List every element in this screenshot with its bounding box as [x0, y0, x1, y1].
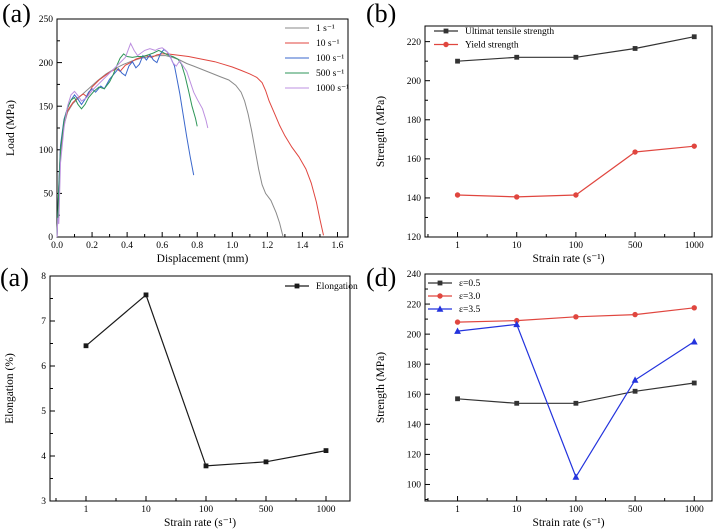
svg-text:Strain rate (s⁻¹): Strain rate (s⁻¹) [164, 517, 236, 529]
svg-text:1.2: 1.2 [261, 241, 273, 251]
svg-text:500: 500 [259, 505, 274, 515]
svg-text:50: 50 [44, 190, 54, 200]
svg-text:160: 160 [407, 390, 422, 400]
load-displacement-chart: 0.0 0.2 0.4 0.6 0.8 1.0 1.2 1.4 1.6 0 50 100 150 200 2… [5, 15, 349, 265]
svg-text:1: 1 [455, 505, 460, 515]
svg-text:150: 150 [39, 102, 54, 112]
svg-text:Strain rate (s⁻¹): Strain rate (s⁻¹) [532, 517, 604, 529]
svg-text:200: 200 [407, 77, 422, 87]
svg-text:7: 7 [41, 317, 46, 327]
svg-text:ε=0.5: ε=0.5 [459, 279, 480, 289]
svg-text:0.4: 0.4 [121, 241, 133, 251]
strength-strain-levels-chart: 1 10 100 500 1000 100 120 140 160 180 200 220 240 Str… [375, 270, 713, 529]
svg-text:0.6: 0.6 [156, 241, 168, 251]
svg-text:1.6: 1.6 [332, 241, 344, 251]
svg-text:1 s⁻¹: 1 s⁻¹ [316, 24, 335, 34]
svg-text:140: 140 [407, 421, 422, 431]
svg-text:Load (MPa): Load (MPa) [5, 100, 17, 156]
svg-text:180: 180 [407, 116, 422, 126]
svg-text:Elongation (%): Elongation (%) [4, 353, 16, 424]
svg-text:1000 s⁻¹: 1000 s⁻¹ [316, 84, 349, 94]
svg-text:0: 0 [48, 233, 53, 243]
svg-text:1: 1 [455, 241, 460, 251]
svg-text:200: 200 [39, 59, 54, 69]
panel-letter-a-bottom: (a) [0, 263, 29, 292]
svg-text:1.0: 1.0 [226, 241, 238, 251]
strength-strain-rate-chart: 1 10 100 500 1000 120 140 160 180 200 220 Strain ra… [375, 25, 713, 265]
panel-strength-strain-rate: 1 10 100 500 1000 120 140 160 180 200 220 Strain ra… [364, 0, 728, 266]
svg-text:100: 100 [569, 505, 584, 515]
svg-text:0.2: 0.2 [86, 241, 98, 251]
svg-text:ε=3.0: ε=3.0 [459, 292, 480, 302]
svg-text:180: 180 [407, 360, 422, 370]
svg-text:120: 120 [407, 451, 422, 461]
svg-text:140: 140 [407, 194, 422, 204]
svg-text:1000: 1000 [685, 241, 704, 251]
panel-letter-b: (b) [366, 0, 397, 28]
svg-text:0.8: 0.8 [191, 241, 203, 251]
svg-text:160: 160 [407, 155, 422, 165]
svg-text:Elongation: Elongation [316, 282, 358, 292]
svg-text:100: 100 [407, 481, 422, 491]
svg-text:1: 1 [84, 505, 89, 515]
svg-text:0.0: 0.0 [51, 241, 63, 251]
svg-text:220: 220 [407, 300, 422, 310]
svg-text:1000: 1000 [685, 505, 704, 515]
svg-text:500: 500 [628, 505, 643, 515]
svg-text:6: 6 [41, 362, 46, 372]
svg-text:ε=3.5: ε=3.5 [459, 305, 480, 315]
svg-text:100 s⁻¹: 100 s⁻¹ [316, 54, 344, 64]
svg-text:10 s⁻¹: 10 s⁻¹ [316, 39, 340, 49]
svg-text:Strength (MPa): Strength (MPa) [375, 352, 387, 423]
svg-text:Strength (MPa): Strength (MPa) [375, 96, 387, 167]
svg-text:100: 100 [199, 505, 214, 515]
svg-text:5: 5 [41, 407, 46, 417]
panel-load-displacement: 0.0 0.2 0.4 0.6 0.8 1.0 1.2 1.4 1.6 0 50 100 150 200 2… [0, 0, 364, 266]
svg-text:250: 250 [39, 15, 54, 25]
svg-text:100: 100 [569, 241, 584, 251]
svg-text:100: 100 [39, 146, 54, 156]
svg-text:500 s⁻¹: 500 s⁻¹ [316, 69, 344, 79]
svg-text:3: 3 [41, 497, 46, 507]
panel-letter-a-top: (a) [2, 0, 31, 28]
svg-text:220: 220 [407, 38, 422, 48]
svg-text:10: 10 [141, 505, 151, 515]
svg-text:4: 4 [41, 452, 46, 462]
svg-text:Ultimat tensile strength: Ultimat tensile strength [465, 27, 554, 37]
svg-text:1.4: 1.4 [296, 241, 308, 251]
panel-strength-strain-levels: 1 10 100 500 1000 100 120 140 160 180 200 220 240 Str… [364, 266, 728, 531]
panel-letter-d: (d) [366, 263, 397, 292]
svg-text:500: 500 [628, 241, 643, 251]
elongation-strain-rate-chart: 1 10 100 500 1000 3 4 5 6 7 8 Strain rate (s⁻¹) Elon… [4, 272, 358, 529]
svg-text:200: 200 [407, 330, 422, 340]
svg-text:120: 120 [407, 233, 422, 243]
svg-text:8: 8 [41, 272, 46, 282]
svg-text:10: 10 [512, 505, 522, 515]
svg-text:Displacement (mm): Displacement (mm) [157, 253, 249, 265]
svg-text:Yield strength: Yield strength [465, 41, 519, 51]
svg-text:240: 240 [407, 270, 422, 280]
svg-text:10: 10 [512, 241, 522, 251]
panel-elongation-strain-rate: 1 10 100 500 1000 3 4 5 6 7 8 Strain rate (s⁻¹) Elon… [0, 266, 364, 531]
svg-text:1000: 1000 [317, 505, 336, 515]
svg-text:Strain rate (s⁻¹): Strain rate (s⁻¹) [532, 253, 604, 265]
